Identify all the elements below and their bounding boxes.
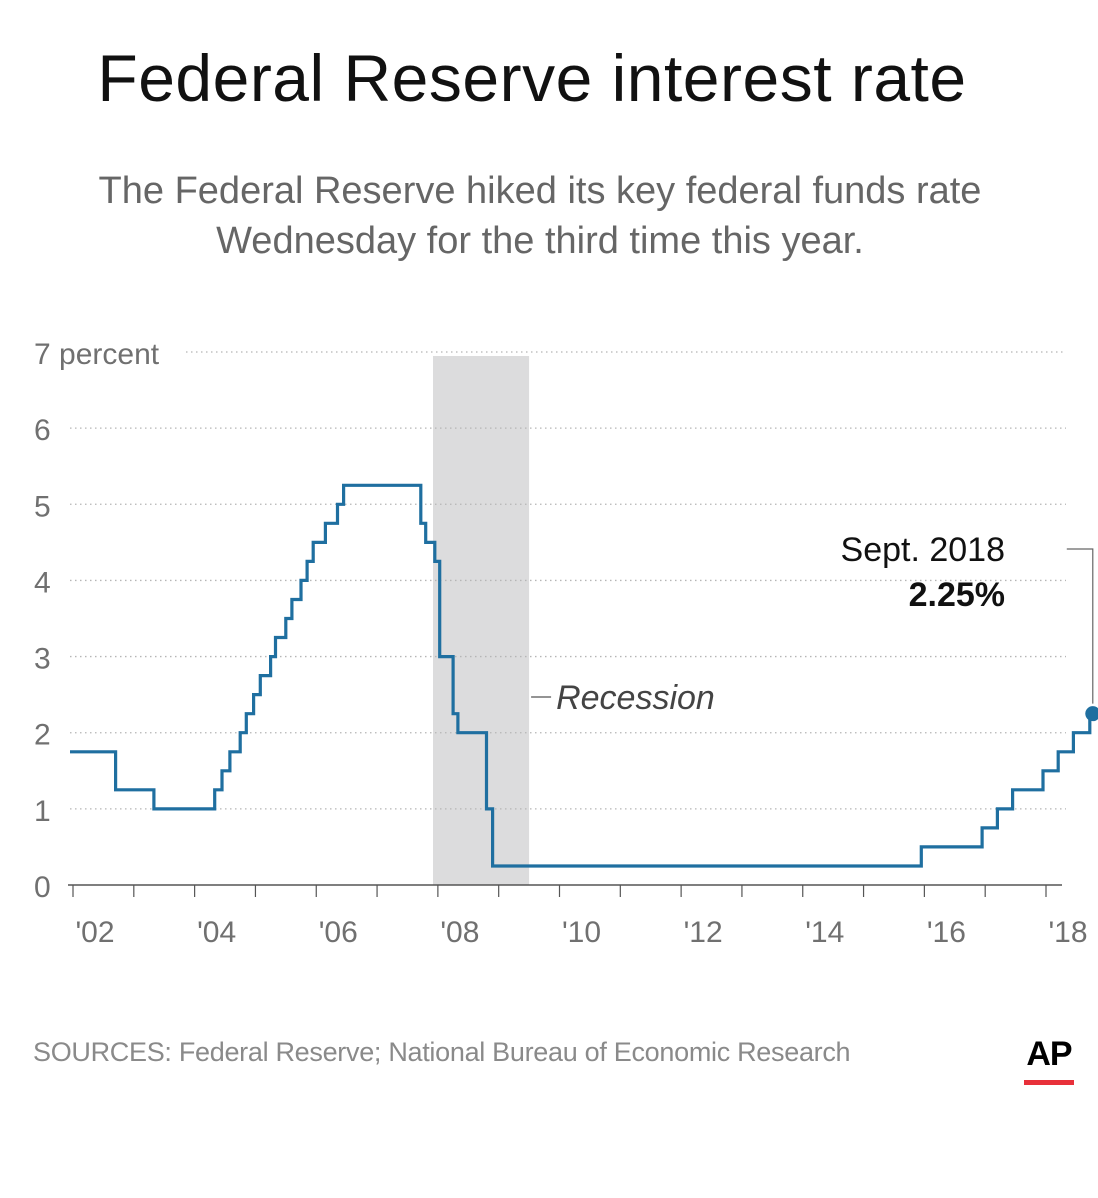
x-tick-label: '10 xyxy=(562,916,601,949)
x-tick-label: '06 xyxy=(319,916,358,949)
recession-label: Recession xyxy=(556,679,715,717)
subtitle-line-2: Wednesday for the third time this year. xyxy=(216,220,864,262)
subtitle-line-1: The Federal Reserve hiked its key federa… xyxy=(98,170,982,212)
x-tick-label: '16 xyxy=(927,916,966,949)
rate-chart: 7 percent 6 5 4 3 2 1 0 '02 '04 '06 '08 '10 '12 '14 '16… xyxy=(34,338,1098,949)
chart-subtitle: The Federal Reserve hiked its key federa… xyxy=(40,166,1040,266)
x-tick-label: '12 xyxy=(684,916,723,949)
ap-logo: AP xyxy=(1024,1036,1074,1085)
y-tick-label: 0 xyxy=(34,871,51,904)
x-tick-label: '14 xyxy=(805,916,844,949)
x-tick-label: '08 xyxy=(440,916,479,949)
y-tick-label: 4 xyxy=(34,566,51,599)
x-tick-label: '02 xyxy=(75,916,114,949)
y-tick-label: 6 xyxy=(34,414,51,447)
y-tick-label: 7 percent xyxy=(34,338,160,371)
y-tick-label: 3 xyxy=(34,643,51,676)
y-tick-label: 5 xyxy=(34,490,51,523)
x-tick-label: '18 xyxy=(1048,916,1087,949)
annotation-leader-line xyxy=(1066,548,1094,704)
recession-band xyxy=(433,356,530,885)
annotation-date: Sept. 2018 xyxy=(841,531,1005,569)
ap-logo-text: AP xyxy=(1026,1035,1072,1073)
annotation-value: 2.25% xyxy=(909,576,1005,614)
y-tick-label: 2 xyxy=(34,719,51,752)
series-line-fed-funds-rate xyxy=(70,483,1092,868)
ap-logo-bar xyxy=(1024,1080,1074,1085)
y-tick-label: 1 xyxy=(34,795,51,828)
chart-title: Federal Reserve interest rate xyxy=(97,41,967,115)
x-tick-label: '04 xyxy=(197,916,236,949)
latest-rate-point xyxy=(1085,706,1098,722)
source-note: SOURCES: Federal Reserve; National Burea… xyxy=(33,1037,851,1067)
